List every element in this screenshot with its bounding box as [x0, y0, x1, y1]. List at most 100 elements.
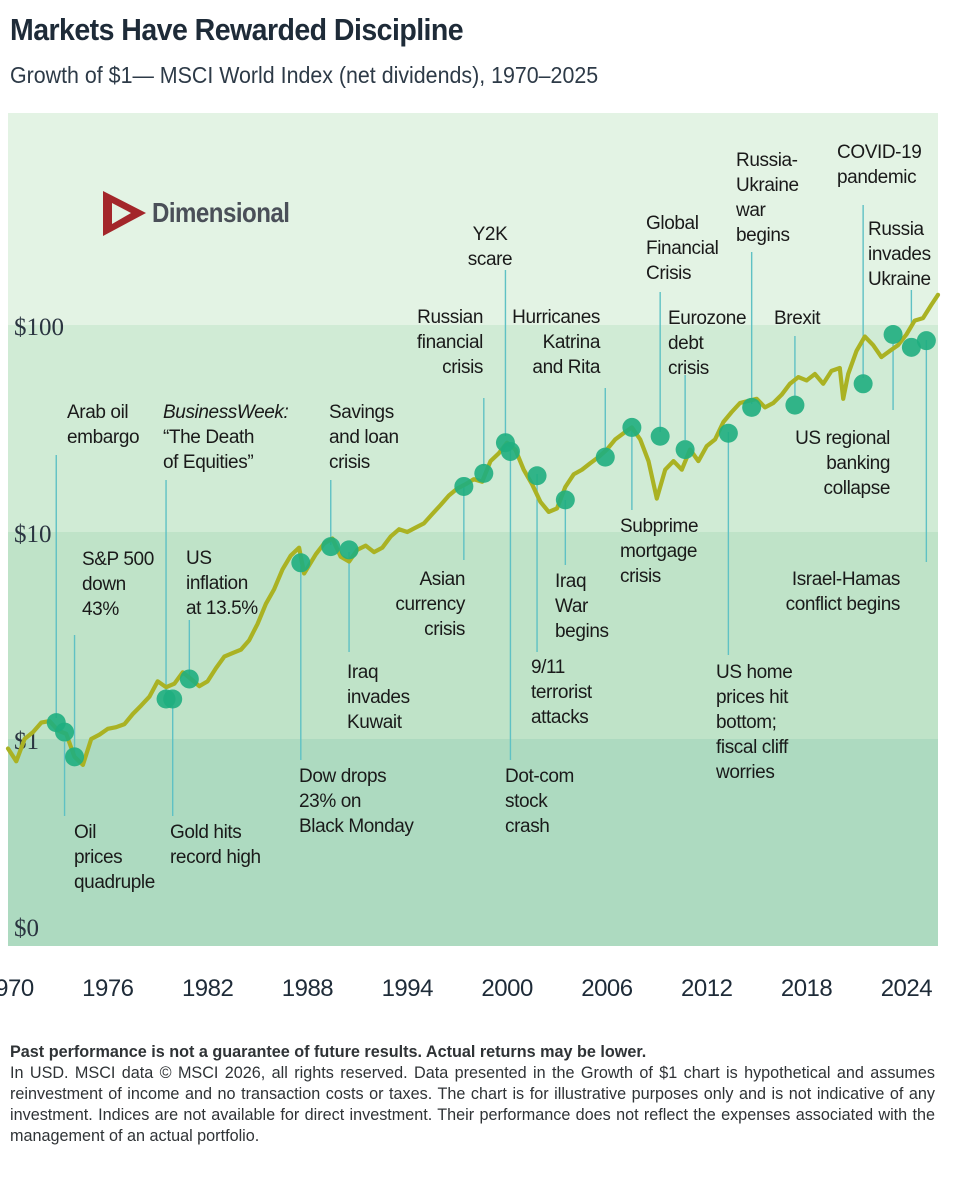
event-label-line: Oil	[74, 822, 96, 843]
event-marker	[527, 466, 547, 486]
event-marker	[650, 426, 670, 446]
event-marker	[339, 540, 359, 560]
event-marker	[675, 440, 695, 460]
event-label-line: of Equities”	[163, 452, 253, 473]
band-3	[8, 739, 938, 946]
event-label-line: Russia-	[736, 150, 798, 171]
event-label: Eurozone debt crisis	[668, 308, 746, 379]
event-marker	[742, 397, 762, 417]
event-label-line: record high	[170, 847, 261, 868]
event-label-line: begins	[736, 225, 790, 246]
event-label-line: Hurricanes	[512, 307, 600, 328]
event-label-line: Gold hits	[170, 822, 241, 843]
event-label: Gold hits record high	[170, 822, 261, 868]
event-label-line: Brexit	[774, 308, 821, 329]
event-label-line: scare	[468, 249, 512, 270]
event-label-line: crisis	[329, 452, 370, 473]
event-marker	[883, 324, 903, 344]
event-label-line: War	[555, 596, 589, 617]
y-tick-label: $0	[14, 915, 39, 942]
logo-text: Dimensional	[152, 196, 289, 228]
x-tick-label: 1988	[282, 975, 334, 1002]
footer-bold-note: Past performance is not a guarantee of f…	[10, 1043, 647, 1061]
event-label: Subprime mortgage crisis	[620, 516, 698, 587]
event-label: Russian financial crisis	[417, 307, 483, 378]
event-marker	[853, 374, 873, 394]
chart-subtitle: Growth of $1— MSCI World Index (net divi…	[10, 62, 599, 88]
x-tick-label: 2012	[681, 975, 733, 1002]
event-label-line: 43%	[82, 599, 119, 620]
event-label-line: S&P 500	[82, 549, 154, 570]
event-label: S&P 500 down 43%	[82, 549, 154, 620]
event-marker	[500, 441, 520, 461]
event-label: Global Financial Crisis	[646, 213, 718, 284]
event-label: Iraq War begins	[555, 571, 609, 642]
dimensional-logo: Dimensional	[103, 191, 290, 236]
event-marker	[65, 747, 85, 767]
event-label: Russia- Ukraine war begins	[735, 150, 799, 246]
event-marker	[163, 689, 183, 709]
event-label-line: collapse	[823, 478, 890, 499]
event-marker	[718, 423, 738, 443]
event-label-line: Crisis	[646, 263, 691, 284]
event-label-line: Arab oil	[67, 402, 128, 423]
series-line-group	[5, 292, 941, 767]
event-label-line: crisis	[424, 619, 465, 640]
event-label-line: Dow drops	[299, 766, 386, 787]
event-marker	[916, 331, 936, 351]
event-marker	[785, 395, 805, 415]
event-label-line: Kuwait	[347, 712, 403, 733]
event-label-line: “The Death	[163, 427, 254, 448]
y-tick-label: $100	[14, 314, 64, 341]
event-label-line: BusinessWeek:	[163, 402, 289, 423]
event-marker	[454, 476, 474, 496]
event-label-line: Asian	[419, 569, 465, 590]
x-tick-label: 1976	[82, 975, 134, 1002]
x-tick-label: 2018	[781, 975, 833, 1002]
event-label-line: US regional	[795, 428, 890, 449]
event-label: Arab oil embargo	[67, 402, 139, 448]
series-line	[5, 292, 941, 767]
event-label: Savings and loan crisis	[329, 402, 399, 473]
event-marker	[901, 337, 921, 357]
event-label-line: banking	[826, 453, 890, 474]
footer-text: In USD. MSCI data © MSCI 2026, all right…	[10, 1064, 935, 1145]
event-label: Asian currency crisis	[395, 569, 466, 640]
event-label-line: 23% on	[299, 791, 361, 812]
x-tick-label: 1994	[382, 975, 434, 1002]
event-label-line: terrorist	[531, 682, 593, 703]
event-label-line: Israel-Hamas	[792, 569, 900, 590]
event-marker	[555, 490, 575, 510]
event-label-line: invades	[347, 687, 410, 708]
event-label-line: debt	[668, 333, 705, 354]
logo-mark-icon	[103, 191, 146, 236]
event-label-line: prices	[74, 847, 122, 868]
event-label-line: attacks	[531, 707, 588, 728]
event-label: Dow drops 23% on Black Monday	[299, 766, 414, 837]
event-label-line: prices hit	[716, 687, 789, 708]
event-label-line: Iraq	[347, 662, 378, 683]
event-label-line: fiscal cliff	[716, 737, 789, 758]
event-label: Israel-Hamas conflict begins	[786, 569, 900, 615]
event-label-line: Savings	[329, 402, 394, 423]
x-tick-label: 2024	[881, 975, 933, 1002]
event-label-line: Ukraine	[868, 269, 931, 290]
event-label: BusinessWeek: “The Death of Equities”	[163, 402, 289, 473]
event-label: Brexit	[774, 308, 821, 329]
event-label-line: invades	[868, 244, 931, 265]
event-label-line: crisis	[620, 566, 661, 587]
growth-chart: Dimensional $0$1$10$100 Arab oil embargoS…	[0, 113, 941, 1002]
x-tick-label: 1970	[0, 975, 34, 1002]
event-label-line: worries	[715, 762, 774, 783]
band-0	[8, 113, 938, 325]
footer-disclaimer: Past performance is not a guarantee of f…	[10, 1042, 935, 1147]
event-label-line: Subprime	[620, 516, 698, 537]
event-label-line: Russia	[868, 219, 925, 240]
event-label-line: Katrina	[543, 332, 601, 353]
event-label-line: at 13.5%	[186, 598, 258, 619]
event-markers	[46, 324, 936, 767]
event-leader-lines	[55, 205, 928, 816]
chart-title: Markets Have Rewarded Discipline	[10, 12, 464, 47]
event-label-line: Ukraine	[736, 175, 799, 196]
event-label-line: and loan	[329, 427, 399, 448]
